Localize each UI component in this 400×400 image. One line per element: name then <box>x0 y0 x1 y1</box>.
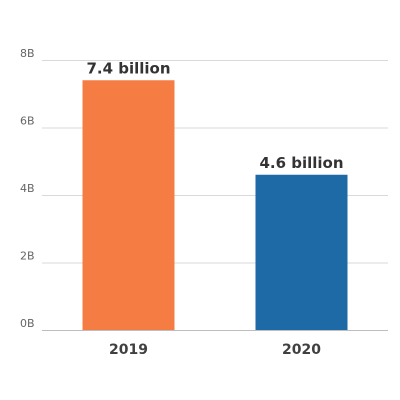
data-label-2020: 4.6 billion <box>259 154 343 172</box>
bars <box>82 80 348 330</box>
x-tick-label-2020: 2020 <box>282 342 321 358</box>
bar-2020 <box>255 174 348 330</box>
y-tick-label: 0B <box>20 317 35 330</box>
y-tick-label: 2B <box>20 250 35 263</box>
data-label-2019: 7.4 billion <box>86 59 170 77</box>
labels: 0B 2B 4B 6B 8B 7.4 billion 2019 4.6 billion 2020 <box>20 47 344 358</box>
y-tick-label: 6B <box>20 115 35 128</box>
bar-2019 <box>82 80 175 330</box>
y-tick-label: 8B <box>20 47 35 60</box>
x-tick-label-2019: 2019 <box>109 342 148 358</box>
y-tick-label: 4B <box>20 182 35 195</box>
